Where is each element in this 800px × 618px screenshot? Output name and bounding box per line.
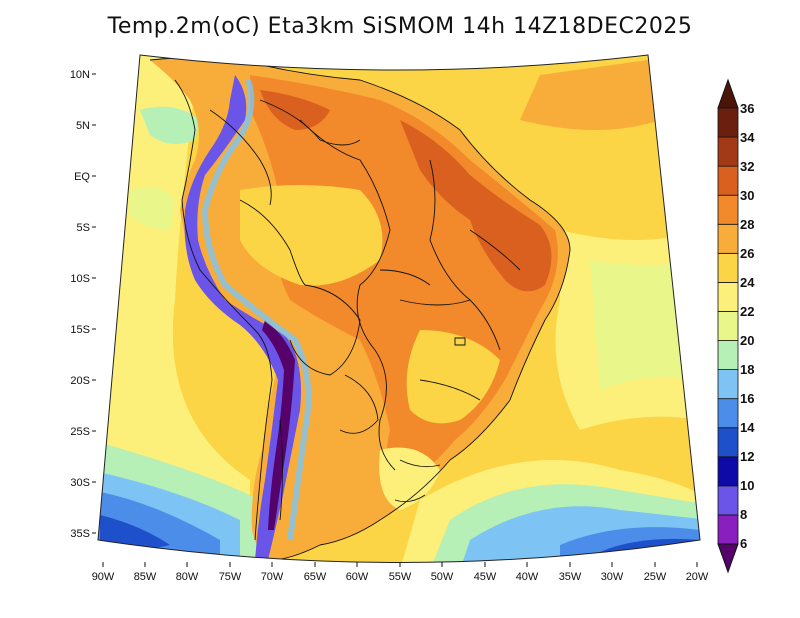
lat-label: 20S (70, 375, 90, 387)
lat-label: 10S (70, 273, 90, 285)
colorbar-segment (717, 340, 739, 370)
north-atlantic-warm (520, 60, 660, 130)
lat-label: 30S (70, 477, 90, 489)
colorbar-label: 34 (740, 130, 755, 145)
colorbar-segment (717, 398, 739, 429)
lon-label: 30W (601, 571, 624, 583)
lon-label: 80W (176, 571, 199, 583)
colombia-border (209, 109, 272, 206)
land-hottest-ne (400, 120, 552, 292)
colorbar-segment (717, 514, 739, 545)
colorbar-segment (717, 107, 739, 138)
lat-label: 5S (77, 222, 90, 234)
colorbar-label: 36 (740, 101, 754, 116)
lon-label: 75W (219, 571, 242, 583)
lat-label: 10N (70, 69, 90, 81)
colorbar-segment (717, 427, 739, 458)
pacific-cool-patch (140, 106, 200, 144)
lon-label: 55W (389, 571, 412, 583)
lon-label: 20W (686, 571, 709, 583)
map-title: Temp.2m(oC) Eta3km SiSMOM 14h 14Z18DEC20… (107, 14, 693, 39)
lon-label: 85W (134, 571, 157, 583)
borders (149, 57, 571, 561)
colorbar-label: 26 (740, 246, 754, 261)
paraguay-border (339, 374, 379, 434)
state-6 (399, 459, 441, 468)
colorbar-labels: 36 34 32 30 28 26 24 22 20 18 16 14 12 1… (740, 101, 755, 551)
lat-label: 15S (70, 324, 90, 336)
colorbar-segment (717, 485, 739, 516)
lat-label: 25S (70, 426, 90, 438)
pacific-ocean (98, 55, 250, 563)
colorbar-segments (717, 107, 739, 545)
bolivia-border (289, 284, 361, 376)
lat-labels: 10N 5N EQ 5S 10S 15S 20S 25S 30S 35S (70, 69, 91, 540)
land-south-mild (379, 447, 440, 510)
lon-label: 35W (559, 571, 582, 583)
colorbar-label: 18 (740, 362, 754, 377)
lat-label: 5N (76, 120, 90, 132)
colorbar-label: 28 (740, 217, 754, 232)
colorbar-label: 10 (740, 478, 754, 493)
colorbar-segment (717, 194, 739, 225)
colorbar-segment (717, 281, 739, 312)
colorbar-label: 6 (740, 536, 747, 551)
colorbar-label: 14 (740, 420, 755, 435)
colorbar-label: 12 (740, 449, 754, 464)
state-1 (429, 159, 471, 301)
colorbar-top-triangle (717, 78, 739, 109)
atlantic-east-inner (590, 260, 700, 390)
land-southeast-mild (406, 330, 500, 424)
domain-outline (97, 54, 701, 563)
colorbar-label: 22 (740, 304, 754, 319)
colorbar-label: 20 (740, 333, 754, 348)
brazil-border (299, 119, 396, 471)
colorbar-bottom-triangle (717, 543, 739, 574)
colorbar-segment (717, 165, 739, 196)
colorbar-segment (717, 311, 739, 341)
land-amazon-mild (240, 185, 383, 286)
state-4 (419, 379, 481, 401)
lat-label: EQ (74, 171, 90, 183)
lon-label: 60W (346, 571, 369, 583)
colorbar: 36 34 32 30 28 26 24 22 20 18 16 14 12 1… (717, 78, 755, 574)
pacific-cool-patch-2 (130, 186, 175, 230)
coastline (149, 57, 571, 561)
land-hottest-n (260, 90, 330, 130)
lon-label: 40W (516, 571, 539, 583)
andes-edge-cool (201, 79, 312, 541)
axis-ticks (92, 73, 96, 534)
colorbar-segment (717, 369, 739, 400)
colorbar-label: 8 (740, 507, 747, 522)
state-5 (379, 269, 431, 286)
lon-ticks (102, 562, 698, 567)
peru-border (239, 199, 306, 286)
state-3 (399, 299, 501, 351)
colorbar-segment (717, 136, 739, 167)
colorbar-label: 16 (740, 391, 754, 406)
andes-coldest (262, 320, 295, 530)
venezuela-border (259, 99, 361, 146)
lon-label: 70W (261, 571, 284, 583)
argentina-chile (279, 419, 283, 521)
lon-labels: 90W 85W 80W 75W 70W 65W 60W 55W 50W 45W … (92, 571, 709, 583)
lat-label: 35S (70, 528, 90, 540)
uruguay (394, 494, 426, 503)
colorbar-label: 32 (740, 159, 754, 174)
pacific-coast (174, 79, 273, 541)
lon-label: 45W (474, 571, 497, 583)
lon-label: 65W (304, 571, 327, 583)
colorbar-label: 30 (740, 188, 754, 203)
temperature-field (98, 55, 700, 563)
colorbar-label: 24 (740, 275, 755, 290)
colorbar-segment (717, 252, 739, 283)
colorbar-segment (717, 223, 739, 254)
state-2 (469, 229, 521, 271)
lake-1 (454, 337, 466, 346)
lon-label: 50W (431, 571, 454, 583)
lon-label: 25W (644, 571, 667, 583)
colorbar-segment (717, 456, 739, 487)
lon-label: 90W (92, 571, 115, 583)
